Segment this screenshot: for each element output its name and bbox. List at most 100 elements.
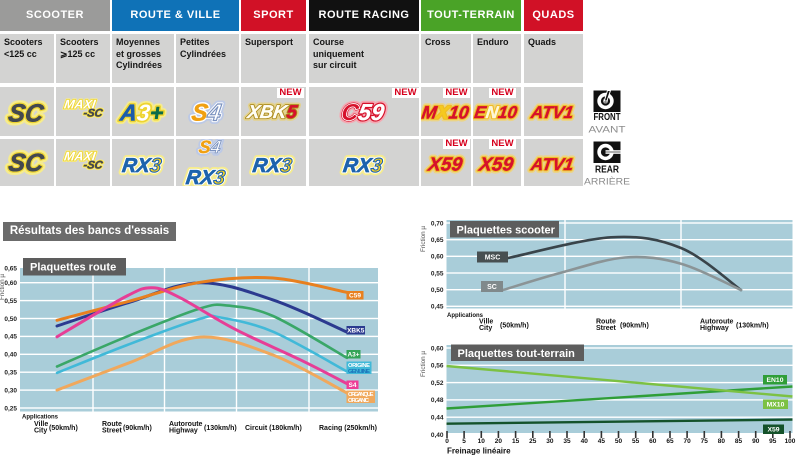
svg-text:Route: Route bbox=[102, 421, 122, 428]
svg-text:Racing (250km/h): Racing (250km/h) bbox=[319, 425, 377, 432]
svg-text:SC: SC bbox=[7, 149, 46, 177]
svg-text:55: 55 bbox=[632, 438, 640, 445]
svg-text:RX3: RX3 bbox=[342, 155, 384, 177]
svg-text:60: 60 bbox=[649, 438, 657, 445]
svg-text:MAXI: MAXI bbox=[63, 150, 97, 164]
svg-text:X59: X59 bbox=[477, 155, 515, 176]
svg-text:ATV1: ATV1 bbox=[529, 103, 575, 122]
svg-text:(130km/h): (130km/h) bbox=[204, 425, 237, 432]
svg-text:X59: X59 bbox=[477, 155, 515, 176]
svg-text:35: 35 bbox=[563, 438, 571, 445]
svg-text:0,52: 0,52 bbox=[431, 380, 444, 387]
svg-text:30: 30 bbox=[546, 438, 554, 445]
svg-text:10: 10 bbox=[478, 438, 486, 445]
svg-text:S4: S4 bbox=[197, 139, 222, 157]
svg-text:RX3: RX3 bbox=[121, 155, 163, 177]
svg-text:EN10: EN10 bbox=[473, 103, 519, 122]
svg-text:0,50: 0,50 bbox=[4, 316, 17, 323]
svg-text:Highway: Highway bbox=[169, 428, 198, 435]
svg-text:S4: S4 bbox=[349, 382, 357, 389]
svg-text:MAXI: MAXI bbox=[63, 150, 97, 164]
svg-text:Plaquettes tout-terrain: Plaquettes tout-terrain bbox=[458, 348, 576, 360]
svg-text:-SC: -SC bbox=[83, 160, 105, 172]
svg-text:0,70: 0,70 bbox=[431, 220, 444, 227]
svg-text:RX3: RX3 bbox=[251, 155, 293, 177]
svg-text:0,60: 0,60 bbox=[431, 345, 444, 352]
svg-text:X59: X59 bbox=[767, 427, 779, 434]
svg-text:ATV1: ATV1 bbox=[529, 155, 575, 174]
svg-text:X59: X59 bbox=[426, 155, 464, 176]
svg-text:Street: Street bbox=[596, 325, 617, 332]
svg-text:Street: Street bbox=[102, 428, 123, 435]
svg-text:C59: C59 bbox=[340, 99, 386, 125]
svg-text:SC: SC bbox=[7, 100, 46, 128]
svg-text:Route: Route bbox=[596, 319, 616, 326]
svg-text:SC: SC bbox=[7, 149, 46, 177]
svg-text:Freinage linéaire: Freinage linéaire bbox=[447, 447, 511, 456]
svg-text:SC: SC bbox=[7, 100, 46, 128]
svg-text:MX10: MX10 bbox=[421, 103, 470, 123]
svg-text:ATV1: ATV1 bbox=[529, 155, 575, 174]
svg-text:A3+: A3+ bbox=[118, 100, 165, 126]
svg-text:15: 15 bbox=[512, 438, 520, 445]
svg-text:70: 70 bbox=[683, 438, 691, 445]
svg-text:(130km/h): (130km/h) bbox=[736, 323, 769, 330]
svg-text:0,45: 0,45 bbox=[4, 334, 17, 341]
svg-text:XBK5: XBK5 bbox=[245, 101, 299, 122]
svg-text:ARRIÈRE: ARRIÈRE bbox=[584, 177, 630, 188]
svg-text:C59: C59 bbox=[340, 99, 386, 125]
svg-text:0,30: 0,30 bbox=[4, 387, 17, 394]
svg-text:0,40: 0,40 bbox=[4, 352, 17, 359]
svg-text:FRONT: FRONT bbox=[594, 112, 621, 123]
svg-text:100: 100 bbox=[785, 438, 796, 445]
svg-text:XBK5: XBK5 bbox=[245, 101, 299, 122]
svg-text:-SC: -SC bbox=[83, 108, 105, 120]
svg-text:0,56: 0,56 bbox=[431, 363, 444, 370]
svg-text:ORIGINE: ORIGINE bbox=[348, 363, 370, 369]
svg-text:A3+: A3+ bbox=[347, 352, 359, 359]
svg-text:Ville: Ville bbox=[479, 319, 493, 326]
svg-text:C59: C59 bbox=[349, 293, 361, 300]
svg-text:C59: C59 bbox=[340, 99, 386, 125]
svg-text:ATV1: ATV1 bbox=[529, 103, 575, 122]
svg-text:GENUINE: GENUINE bbox=[348, 369, 370, 375]
svg-text:Autoroute: Autoroute bbox=[169, 421, 203, 428]
svg-text:0,65: 0,65 bbox=[4, 265, 17, 272]
svg-text:0,50: 0,50 bbox=[431, 287, 444, 294]
svg-text:REAR: REAR bbox=[595, 165, 620, 176]
svg-text:RX3: RX3 bbox=[121, 155, 163, 177]
svg-text:RX3: RX3 bbox=[251, 155, 293, 177]
svg-text:65: 65 bbox=[666, 438, 674, 445]
svg-text:SC: SC bbox=[7, 100, 46, 128]
svg-text:C59: C59 bbox=[340, 99, 386, 125]
svg-text:0,40: 0,40 bbox=[431, 432, 444, 439]
svg-text:40: 40 bbox=[581, 438, 589, 445]
svg-text:Highway: Highway bbox=[700, 325, 729, 332]
svg-text:RX3: RX3 bbox=[185, 167, 227, 186]
svg-text:SC: SC bbox=[487, 284, 497, 291]
svg-text:ORGANIQUE: ORGANIQUE bbox=[348, 392, 374, 398]
svg-text:45: 45 bbox=[598, 438, 606, 445]
svg-text:Applications: Applications bbox=[22, 415, 59, 421]
svg-text:(50km/h): (50km/h) bbox=[49, 425, 78, 432]
svg-text:0,44: 0,44 bbox=[431, 415, 444, 422]
svg-text:(90km/h): (90km/h) bbox=[123, 425, 152, 432]
svg-text:RX3: RX3 bbox=[342, 155, 384, 177]
svg-text:0,55: 0,55 bbox=[4, 298, 17, 305]
svg-text:Friction µ: Friction µ bbox=[0, 274, 6, 300]
svg-text:A3+: A3+ bbox=[118, 100, 165, 126]
svg-text:-SC: -SC bbox=[83, 108, 105, 120]
svg-text:X59: X59 bbox=[426, 155, 464, 176]
svg-text:Autoroute: Autoroute bbox=[700, 319, 734, 326]
svg-text:RX3: RX3 bbox=[185, 167, 227, 186]
svg-text:XBK5: XBK5 bbox=[347, 328, 365, 335]
svg-text:A3+: A3+ bbox=[118, 100, 165, 126]
svg-text:City: City bbox=[34, 428, 47, 435]
svg-text:85: 85 bbox=[735, 438, 743, 445]
svg-text:(50km/h): (50km/h) bbox=[500, 323, 529, 330]
svg-text:X59: X59 bbox=[477, 155, 515, 176]
svg-text:MX10: MX10 bbox=[767, 402, 785, 409]
svg-text:RX3: RX3 bbox=[185, 167, 227, 186]
svg-text:0,45: 0,45 bbox=[431, 304, 444, 311]
svg-text:0,48: 0,48 bbox=[431, 397, 444, 404]
